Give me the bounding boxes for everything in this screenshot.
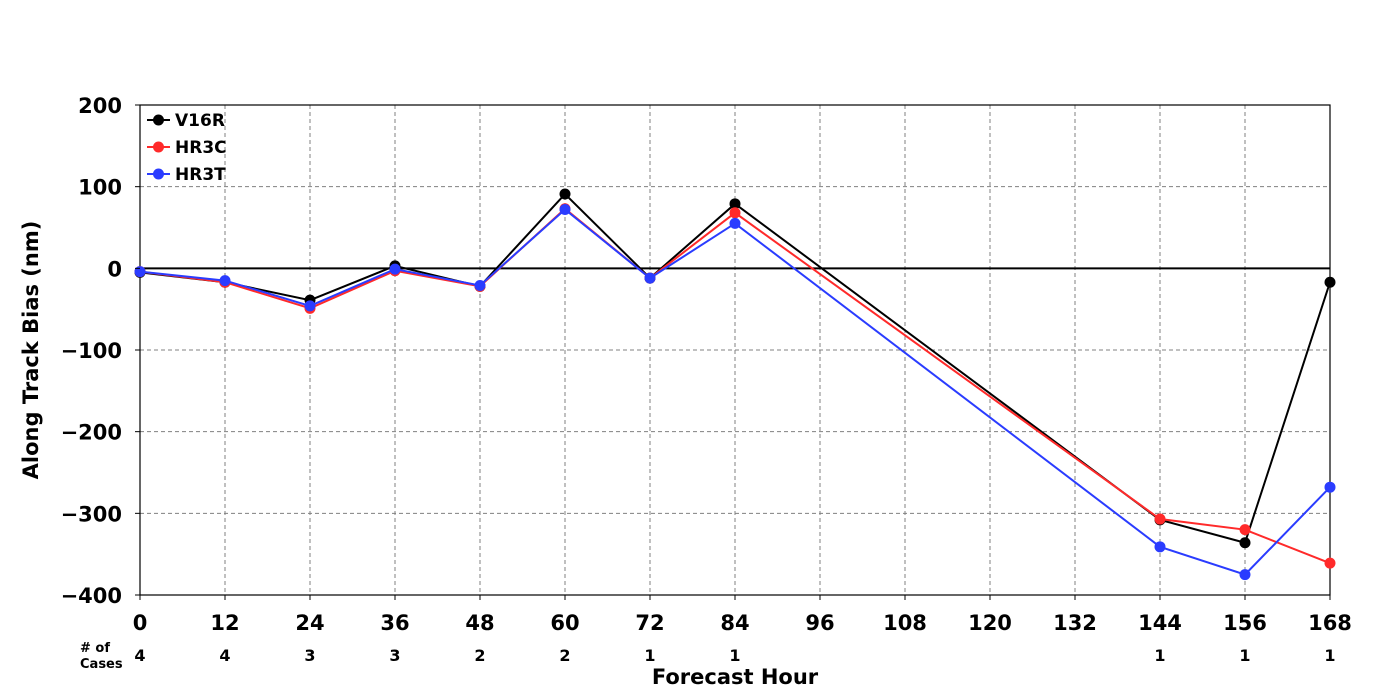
data-point-hr3t (1239, 569, 1251, 581)
y-tick-label: 0 (107, 257, 122, 281)
case-count: 3 (304, 646, 315, 665)
case-count: 4 (219, 646, 230, 665)
x-tick-label: 108 (883, 611, 927, 635)
data-point-hr3t (304, 300, 316, 312)
y-tick-label: −400 (61, 584, 122, 608)
x-tick-label: 60 (550, 611, 579, 635)
data-point-hr3c (1324, 557, 1336, 569)
x-axis-title: Forecast Hour (652, 665, 819, 689)
case-counts-row: # of Cases 4 4 3 3 2 2 1 1 1 1 1 (80, 641, 1336, 672)
data-series (134, 188, 1336, 581)
case-count: 1 (644, 646, 655, 665)
data-point-hr3t (134, 266, 146, 278)
x-tick-label: 48 (465, 611, 494, 635)
legend: V16R HR3C HR3T (147, 111, 227, 185)
case-count: 1 (729, 646, 740, 665)
data-point-hr3t (1154, 541, 1166, 553)
case-count: 2 (474, 646, 485, 665)
data-point-hr3t (219, 275, 231, 287)
y-axis-title: Along Track Bias (nm) (19, 221, 43, 480)
x-tick-label: 12 (210, 611, 239, 635)
cases-label-line1: # of (80, 641, 110, 656)
data-point-hr3t (1324, 481, 1336, 493)
data-point-hr3t (389, 263, 401, 275)
data-point-hr3c (729, 207, 741, 219)
data-point-hr3t (729, 217, 741, 229)
y-tick-label: −100 (61, 339, 122, 363)
data-point-hr3c (1154, 513, 1166, 525)
data-point-v16r (729, 198, 741, 210)
y-tick-label: 100 (78, 176, 122, 200)
axis-ticks: 0 12 24 36 48 60 72 84 96 108 120 132 144 156 168 200 10… (61, 94, 1352, 635)
x-tick-label: 132 (1053, 611, 1097, 635)
case-count: 1 (1324, 646, 1335, 665)
grid-lines (140, 105, 1330, 595)
x-tick-label: 156 (1223, 611, 1267, 635)
x-tick-label: 84 (720, 611, 749, 635)
x-tick-label: 24 (295, 611, 324, 635)
data-point-hr3t (559, 204, 571, 216)
case-count: 2 (559, 646, 570, 665)
case-count: 1 (1239, 646, 1250, 665)
case-count: 1 (1154, 646, 1165, 665)
data-point-v16r (559, 188, 571, 200)
x-tick-label: 120 (968, 611, 1012, 635)
data-point-hr3t (644, 272, 656, 284)
legend-marker-hr3c (153, 141, 164, 153)
data-point-v16r (1324, 276, 1336, 288)
legend-marker-v16r (153, 114, 164, 126)
legend-label-hr3c: HR3C (175, 138, 227, 158)
cases-label-line2: Cases (80, 657, 123, 672)
data-point-hr3t (474, 279, 486, 291)
y-tick-label: −300 (61, 502, 122, 526)
y-tick-label: 200 (78, 94, 122, 118)
legend-label-hr3t: HR3T (175, 165, 226, 185)
case-count: 4 (134, 646, 145, 665)
case-count: 3 (389, 646, 400, 665)
data-point-v16r (1239, 537, 1251, 549)
x-tick-label: 96 (805, 611, 834, 635)
x-tick-label: 0 (133, 611, 148, 635)
x-tick-label: 72 (635, 611, 664, 635)
data-point-hr3c (1239, 524, 1251, 536)
x-tick-label: 36 (380, 611, 409, 635)
x-tick-label: 144 (1138, 611, 1182, 635)
legend-label-v16r: V16R (175, 111, 225, 131)
legend-marker-hr3t (153, 168, 164, 180)
y-tick-label: −200 (61, 421, 122, 445)
x-tick-label: 168 (1308, 611, 1352, 635)
